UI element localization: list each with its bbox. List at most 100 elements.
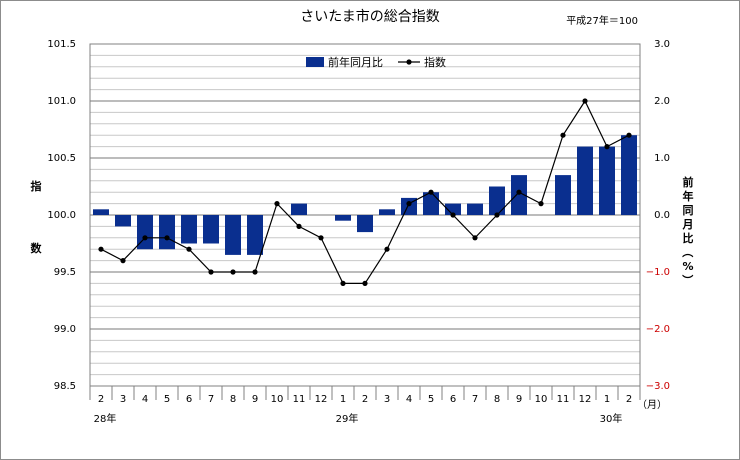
right-axis-label-char: 比 xyxy=(683,231,694,245)
x-unit-label: （月） xyxy=(637,399,667,411)
x-tick-label: 6 xyxy=(186,394,192,405)
line-point xyxy=(274,201,280,207)
x-tick-label: 4 xyxy=(406,394,412,405)
x-tick-label: 2 xyxy=(98,394,104,405)
line-point xyxy=(340,280,346,286)
line-point xyxy=(516,189,522,195)
bar xyxy=(555,175,571,215)
chart-title: さいたま市の総合指数 xyxy=(300,9,440,25)
left-tick-label: 101.5 xyxy=(47,39,76,50)
bar xyxy=(115,215,131,227)
line-point xyxy=(120,258,126,264)
bar xyxy=(291,203,307,215)
legend-label-bar: 前年同月比 xyxy=(328,55,383,69)
line-point xyxy=(494,212,500,218)
left-tick-label: 99.5 xyxy=(54,267,76,278)
x-tick-label: 7 xyxy=(208,394,214,405)
line-point xyxy=(208,269,214,275)
line-point xyxy=(230,269,236,275)
bar xyxy=(335,215,351,221)
left-tick-label: 100.0 xyxy=(47,210,76,221)
left-tick-label: 99.0 xyxy=(54,324,76,335)
line-point xyxy=(384,246,390,252)
line-point xyxy=(450,212,456,218)
bar xyxy=(357,215,373,233)
right-tick-label: −1.0 xyxy=(646,267,670,278)
x-tick-label: 6 xyxy=(450,394,456,405)
left-axis-label-char: 指 xyxy=(31,179,42,193)
line-point xyxy=(604,144,610,150)
bar xyxy=(599,146,615,215)
plot-border xyxy=(89,43,641,387)
bar xyxy=(137,215,153,250)
line-point xyxy=(406,201,412,207)
x-tick-label: 5 xyxy=(428,394,434,405)
x-tick-label: 5 xyxy=(164,394,170,405)
right-axis-label-char: （ xyxy=(681,247,694,258)
x-tick-label: 12 xyxy=(579,394,592,405)
bar xyxy=(621,135,637,215)
x-tick-label: 4 xyxy=(142,394,148,405)
x-tick-label: 8 xyxy=(230,394,236,405)
line-point xyxy=(142,235,148,241)
x-tick-label: 12 xyxy=(315,394,328,405)
x-tick-label: 9 xyxy=(516,394,522,405)
line-point xyxy=(538,201,544,207)
left-tick-label: 100.5 xyxy=(47,153,76,164)
year-label: 29年 xyxy=(336,412,359,425)
bar xyxy=(379,209,395,215)
right-tick-label: 1.0 xyxy=(654,153,670,164)
year-label: 28年 xyxy=(94,412,117,425)
line-point xyxy=(472,235,478,241)
x-tick-label: 11 xyxy=(293,394,306,405)
legend-swatch-bar xyxy=(306,57,324,67)
x-tick-label: 3 xyxy=(384,394,390,405)
bar xyxy=(203,215,219,244)
x-tick-label: 2 xyxy=(362,394,368,405)
right-axis-label-char: 前 xyxy=(683,175,694,189)
line-point xyxy=(582,98,588,104)
left-tick-label: 98.5 xyxy=(54,381,76,392)
x-tick-label: 1 xyxy=(604,394,610,405)
line-point xyxy=(560,132,566,138)
bar xyxy=(467,203,483,215)
x-tick-label: 3 xyxy=(120,394,126,405)
base-year-note: 平成27年＝100 xyxy=(566,16,638,27)
x-tick-label: 1 xyxy=(340,394,346,405)
line-point xyxy=(252,269,258,275)
x-tick-label: 2 xyxy=(626,394,632,405)
bar xyxy=(511,175,527,215)
right-tick-label: −3.0 xyxy=(646,381,670,392)
line-point xyxy=(626,132,632,138)
bar xyxy=(225,215,241,255)
right-axis-label-char: ） xyxy=(681,275,694,286)
year-label: 30年 xyxy=(600,412,623,425)
bar xyxy=(577,146,593,215)
line-point xyxy=(164,235,170,241)
x-tick-label: 11 xyxy=(557,394,570,405)
bar xyxy=(181,215,197,244)
bar xyxy=(423,192,439,215)
left-axis-label-char: 数 xyxy=(31,241,43,255)
line-point xyxy=(362,280,368,286)
right-tick-label: 0.0 xyxy=(654,210,670,221)
legend-marker-line xyxy=(406,59,412,65)
x-tick-label: 8 xyxy=(494,394,500,405)
right-tick-label: 3.0 xyxy=(654,39,670,50)
bar xyxy=(445,203,461,215)
bar xyxy=(247,215,263,255)
left-tick-label: 101.0 xyxy=(47,96,76,107)
x-tick-label: 9 xyxy=(252,394,258,405)
right-axis-label-char: 同 xyxy=(683,204,694,217)
right-tick-label: −2.0 xyxy=(646,324,670,335)
line-point xyxy=(186,246,192,252)
bar xyxy=(93,209,109,215)
right-axis-label-char: % xyxy=(682,260,693,273)
bar xyxy=(159,215,175,250)
bar xyxy=(489,186,505,215)
x-tick-label: 10 xyxy=(271,394,284,405)
right-axis-label-char: 年 xyxy=(683,189,694,203)
right-tick-label: 2.0 xyxy=(654,96,670,107)
line-point xyxy=(318,235,324,241)
line-point xyxy=(428,189,434,195)
